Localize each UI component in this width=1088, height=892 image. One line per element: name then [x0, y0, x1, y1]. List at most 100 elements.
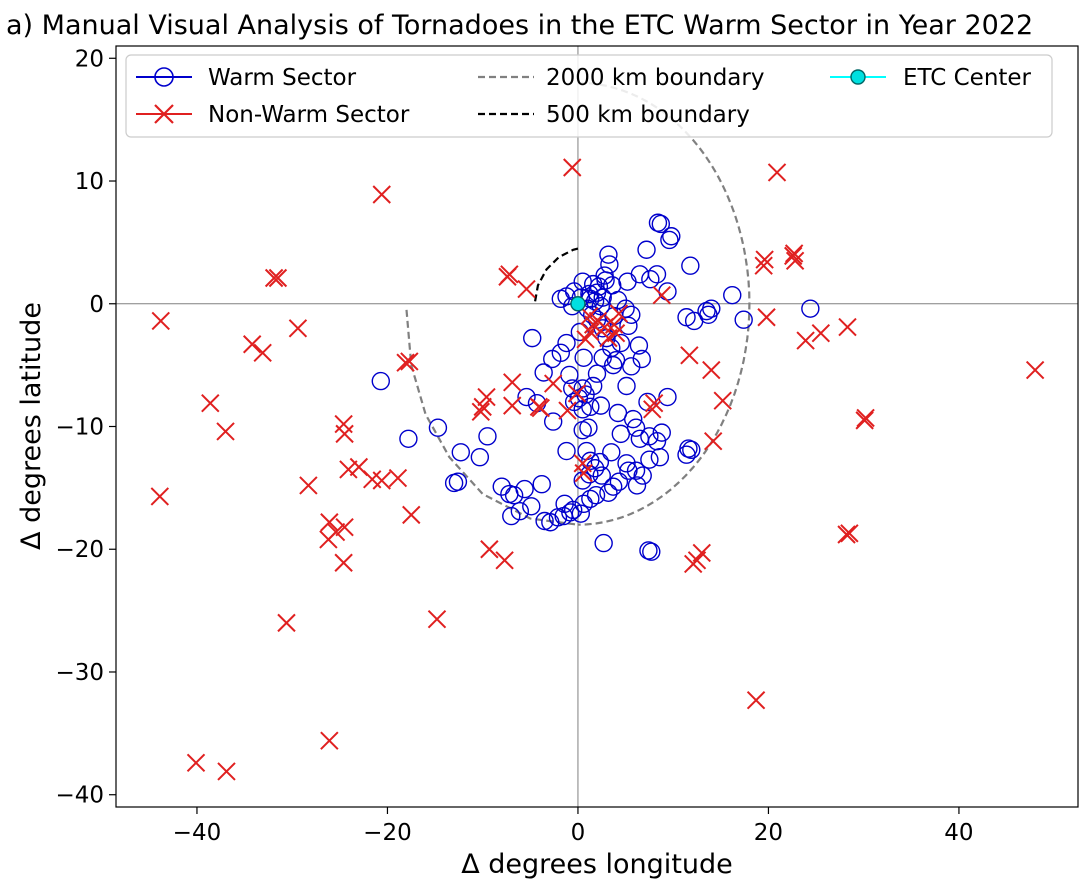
warm-sector-point	[581, 397, 600, 417]
warm-sector-point	[647, 265, 667, 284]
warm-sector-point	[699, 305, 718, 325]
warm-sector-point	[451, 443, 470, 462]
legend-entry-500km: 500 km boundary	[478, 102, 750, 128]
warm-sector-point	[555, 494, 574, 514]
warm-sector-point	[617, 376, 636, 396]
warm-sector-point	[637, 240, 656, 259]
non-warm-sector-point	[531, 398, 551, 418]
warm-sector-point	[627, 476, 647, 495]
warm-sector-point	[626, 461, 646, 480]
non-warm-sector-point	[543, 374, 563, 393]
warm-sector-point	[586, 486, 606, 505]
warm-sector-point	[557, 441, 576, 461]
warm-sector-point	[723, 285, 742, 305]
x-tick-label: 0	[571, 820, 586, 846]
non-warm-sector-point	[264, 268, 284, 288]
warm-sector-point	[492, 477, 511, 496]
legend-2000km-label: 2000 km boundary	[546, 65, 764, 91]
warm-sector-points	[371, 213, 820, 561]
non-warm-sector-point	[692, 543, 711, 563]
warm-sector-point	[599, 483, 618, 502]
warm-sector-point	[478, 427, 497, 446]
warm-sector-point	[543, 412, 563, 431]
warm-sector-point	[681, 256, 700, 275]
non-warm-sector-point	[216, 422, 235, 441]
non-warm-sector-point	[746, 691, 766, 710]
warm-sector-point	[574, 348, 593, 367]
legend-center-label: ETC Center	[903, 65, 1032, 91]
warm-sector-point	[662, 227, 681, 246]
warm-sector-point	[652, 423, 671, 442]
non-warm-sector-point	[495, 551, 514, 570]
warm-sector-point	[574, 494, 593, 514]
non-warm-sector-point	[201, 393, 220, 413]
axis-ticks: −40 −20 0 20 40 −40 −30 −20 −10 0 10 20	[55, 46, 973, 846]
warm-sector-point	[470, 447, 490, 467]
non-warm-sector-point	[713, 391, 732, 410]
legend-warm-label: Warm Sector	[208, 65, 357, 91]
non-warm-sector-point	[1025, 360, 1045, 380]
non-warm-sector-point	[796, 331, 815, 350]
legend-warm-marker	[154, 67, 174, 87]
warm-sector-point	[532, 474, 551, 494]
warm-sector-point	[595, 266, 614, 285]
legend-frame	[125, 54, 1053, 138]
y-tick-label: −20	[55, 537, 104, 563]
warm-sector-point	[697, 301, 716, 321]
warm-sector-point	[629, 336, 649, 355]
warm-sector-point	[651, 214, 671, 234]
legend-entry-2000km: 2000 km boundary	[478, 65, 764, 91]
non-warm-sector-point	[503, 373, 522, 392]
warm-sector-point	[603, 477, 623, 496]
x-axis-label: Δ degrees longitude	[461, 849, 733, 880]
non-warm-sector-point	[427, 609, 447, 629]
warm-sector-point	[399, 429, 418, 448]
non-warm-sector-point	[754, 256, 773, 275]
non-warm-sector-point	[186, 753, 206, 773]
non-warm-sector-point	[855, 411, 874, 430]
warm-sector-point	[619, 316, 638, 336]
non-warm-sector-point	[580, 306, 599, 326]
warm-sector-point	[609, 472, 629, 491]
warm-sector-point	[541, 513, 560, 532]
non-warm-sector-point	[277, 613, 296, 633]
non-warm-sector-point	[388, 468, 408, 488]
legend-entry-center: ETC Center	[830, 65, 1032, 91]
non-warm-sector-point	[473, 397, 492, 417]
x-tick-label: −20	[363, 820, 412, 846]
non-warm-sector-point	[811, 324, 831, 343]
non-warm-sector-point	[242, 335, 262, 354]
warm-sector-point	[641, 270, 660, 289]
warm-sector-point	[510, 501, 530, 521]
warm-sector-point	[801, 299, 820, 318]
warm-sector-point	[622, 305, 641, 325]
non-warm-sector-point	[517, 279, 536, 299]
non-warm-sector-point	[785, 251, 805, 271]
non-warm-sector-point	[644, 393, 664, 413]
non-warm-sector-point	[702, 360, 721, 380]
warm-sector-point	[371, 371, 390, 391]
warm-sector-point	[603, 355, 623, 375]
non-warm-sector-point	[574, 463, 593, 483]
non-warm-sector-point	[477, 387, 496, 407]
x-tick-label: 20	[754, 820, 783, 846]
non-warm-sector-point	[500, 265, 519, 284]
non-warm-sector-point	[838, 317, 857, 337]
warm-sector-point	[590, 452, 610, 472]
warm-sector-point	[648, 213, 668, 232]
warm-sector-point	[522, 497, 541, 516]
warm-sector-point	[602, 443, 621, 462]
x-tick-label: −40	[173, 820, 222, 846]
non-warm-sector-point	[372, 471, 391, 490]
legend-center-marker	[850, 69, 866, 85]
non-warm-sector-point	[480, 540, 499, 559]
warm-sector-point	[591, 396, 611, 415]
warm-sector-point	[523, 328, 542, 348]
legend-entry-nonwarm: Non-Warm Sector	[136, 102, 410, 128]
non-warm-sector-point	[784, 244, 804, 263]
non-warm-sector-point	[151, 311, 170, 331]
warm-sector-point	[543, 349, 562, 369]
y-tick-label: 20	[75, 46, 104, 72]
non-warm-sector-point	[268, 268, 288, 288]
